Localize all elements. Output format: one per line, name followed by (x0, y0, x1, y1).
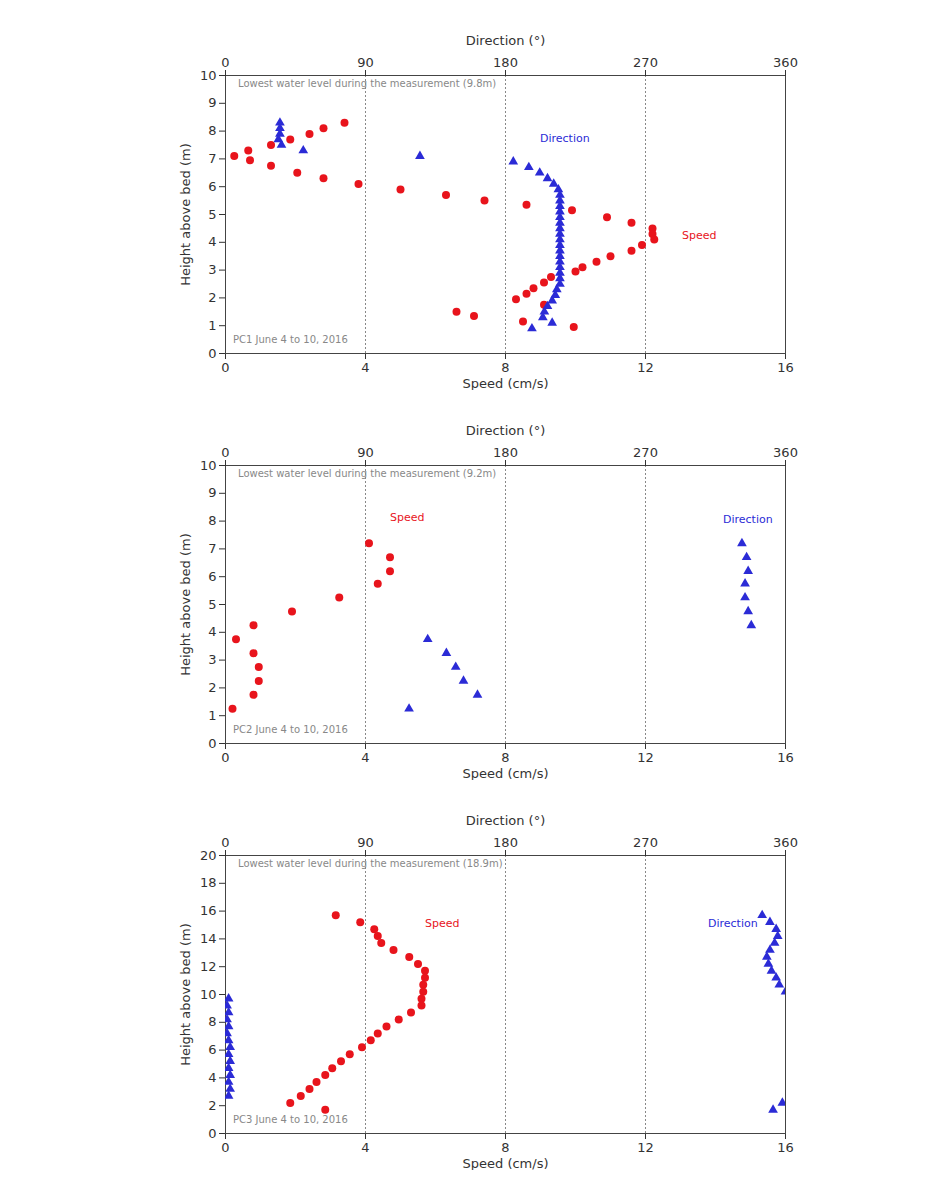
html-text:Direction: Direction (540, 132, 590, 145)
svg-text:180: 180 (493, 445, 518, 460)
html-text:Lowest water level during the: Lowest water level during the measuremen… (238, 78, 497, 89)
svg-text:4: 4 (361, 1140, 369, 1155)
svg-text:8: 8 (208, 513, 216, 528)
svg-text:0: 0 (221, 445, 229, 460)
svg-text:7: 7 (208, 151, 216, 166)
svg-text:10: 10 (200, 987, 217, 1002)
svg-text:8: 8 (501, 1140, 509, 1155)
svg-text:4: 4 (208, 234, 216, 249)
svg-text:4: 4 (208, 1070, 216, 1085)
svg-text:Height above bed (m): Height above bed (m) (178, 923, 193, 1066)
svg-text:3: 3 (208, 262, 216, 277)
svg-text:Speed (cm/s): Speed (cm/s) (463, 376, 549, 391)
svg-text:20: 20 (200, 848, 217, 863)
svg-text:1: 1 (208, 708, 216, 723)
svg-text:Speed (cm/s): Speed (cm/s) (463, 766, 549, 781)
svg-text:Direction (°): Direction (°) (466, 33, 546, 48)
svg-text:0: 0 (221, 55, 229, 70)
svg-text:360: 360 (773, 55, 798, 70)
svg-text:270: 270 (633, 835, 658, 850)
html-text:Lowest water level during the: Lowest water level during the measuremen… (238, 468, 497, 479)
svg-text:4: 4 (361, 750, 369, 765)
svg-text:2: 2 (208, 680, 216, 695)
svg-text:8: 8 (208, 123, 216, 138)
svg-text:0: 0 (208, 1126, 216, 1141)
html-text:Lowest water level during the: Lowest water level during the measuremen… (238, 858, 503, 869)
svg-text:8: 8 (501, 750, 509, 765)
svg-text:90: 90 (357, 55, 374, 70)
svg-text:Height above bed (m): Height above bed (m) (178, 533, 193, 676)
svg-text:10: 10 (200, 458, 217, 473)
html-text:Speed: Speed (390, 511, 425, 524)
svg-text:5: 5 (208, 207, 216, 222)
svg-text:90: 90 (357, 835, 374, 850)
svg-text:270: 270 (633, 445, 658, 460)
svg-text:Direction (°): Direction (°) (466, 423, 546, 438)
svg-text:1: 1 (208, 318, 216, 333)
svg-text:Height above bed (m): Height above bed (m) (178, 143, 193, 286)
svg-text:0: 0 (221, 1140, 229, 1155)
svg-text:0: 0 (208, 736, 216, 751)
svg-text:2: 2 (208, 290, 216, 305)
svg-text:90: 90 (357, 445, 374, 460)
svg-text:6: 6 (208, 1042, 216, 1057)
svg-text:12: 12 (637, 750, 654, 765)
svg-text:270: 270 (633, 55, 658, 70)
html-text:Direction: Direction (723, 513, 773, 526)
svg-text:360: 360 (773, 445, 798, 460)
svg-text:10: 10 (200, 68, 217, 83)
svg-text:4: 4 (361, 360, 369, 375)
svg-text:180: 180 (493, 835, 518, 850)
svg-text:8: 8 (208, 1014, 216, 1029)
svg-text:18: 18 (200, 875, 217, 890)
svg-text:12: 12 (637, 1140, 654, 1155)
html-text:Speed: Speed (682, 229, 717, 242)
svg-text:180: 180 (493, 55, 518, 70)
svg-text:0: 0 (221, 360, 229, 375)
html-text:Direction: Direction (708, 917, 758, 930)
html-text:PC1 June 4 to 10, 2016: PC1 June 4 to 10, 2016 (233, 334, 348, 345)
svg-text:0: 0 (221, 750, 229, 765)
svg-text:9: 9 (208, 95, 216, 110)
svg-text:16: 16 (777, 1140, 794, 1155)
svg-text:3: 3 (208, 652, 216, 667)
html-text:PC2 June 4 to 10, 2016: PC2 June 4 to 10, 2016 (233, 724, 348, 735)
svg-text:2: 2 (208, 1098, 216, 1113)
svg-text:12: 12 (200, 959, 217, 974)
svg-text:0: 0 (221, 835, 229, 850)
svg-text:12: 12 (637, 360, 654, 375)
svg-text:9: 9 (208, 485, 216, 500)
svg-text:6: 6 (208, 569, 216, 584)
svg-text:16: 16 (777, 360, 794, 375)
svg-text:16: 16 (200, 903, 217, 918)
html-text:Speed: Speed (425, 917, 460, 930)
svg-text:5: 5 (208, 597, 216, 612)
svg-text:7: 7 (208, 541, 216, 556)
svg-text:Direction (°): Direction (°) (466, 813, 546, 828)
svg-text:6: 6 (208, 179, 216, 194)
svg-text:14: 14 (200, 931, 217, 946)
svg-text:360: 360 (773, 835, 798, 850)
svg-text:8: 8 (501, 360, 509, 375)
svg-text:0: 0 (208, 346, 216, 361)
svg-text:Speed (cm/s): Speed (cm/s) (463, 1156, 549, 1171)
svg-text:16: 16 (777, 750, 794, 765)
svg-text:4: 4 (208, 624, 216, 639)
html-text:PC3 June 4 to 10, 2016: PC3 June 4 to 10, 2016 (233, 1114, 348, 1125)
